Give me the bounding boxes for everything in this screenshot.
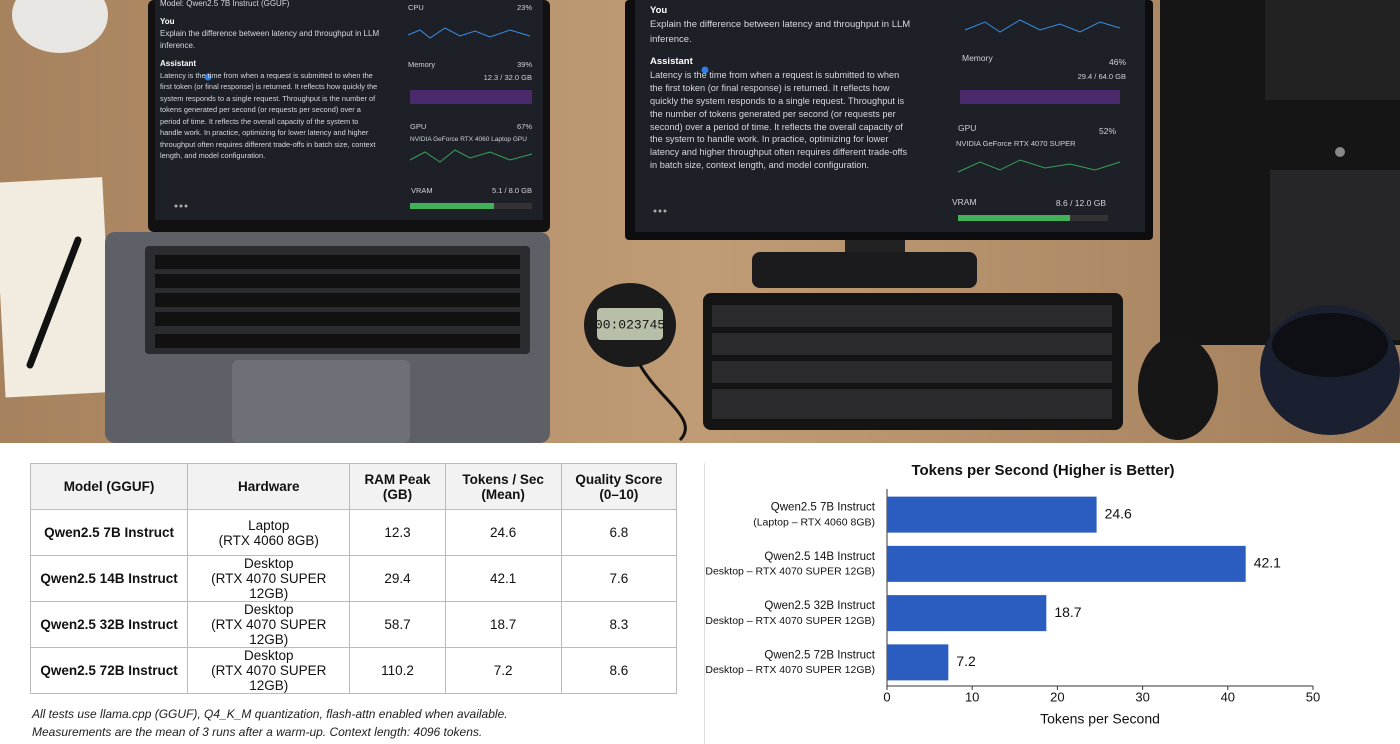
cell: 24.6 <box>444 509 562 556</box>
value-label: 42.1 <box>1254 555 1281 571</box>
question: Explain the difference between latency a… <box>650 19 911 45</box>
results-table: Model (GGUF) Hardware RAM Peak (GB) Tokens … <box>29 463 678 694</box>
table-row: Qwen2.5 14B Instruct Desktop (RTX 4070 SU… <box>29 555 678 602</box>
cell: 7.6 <box>560 555 678 602</box>
header-cell: RAM Peak (GB) <box>349 463 446 510</box>
bar <box>887 496 1097 533</box>
memory-used: 12.3 / 32.0 GB <box>483 73 532 82</box>
desktop-chat: You Explain the difference between laten… <box>650 4 912 172</box>
category-label: Qwen2.5 14B Instruct <box>764 551 875 563</box>
x-tick-label: 0 <box>883 689 890 704</box>
cell: Qwen2.5 7B Instruct <box>29 509 189 556</box>
header-cell: Quality Score (0–10) <box>560 463 678 510</box>
cell: 12.3 <box>349 509 446 556</box>
category-sublabel: (Desktop – RTX 4070 SUPER 12GB) <box>705 664 875 676</box>
model-label: Model: Qwen2.5 7B Instruct (GGUF) <box>160 0 290 8</box>
cell: Qwen2.5 32B Instruct <box>29 601 189 648</box>
table-row: Qwen2.5 32B Instruct Desktop (RTX 4070 SU… <box>29 601 678 648</box>
category-sublabel: (Laptop – RTX 4060 8GB) <box>753 516 875 528</box>
cell: Laptop (RTX 4060 8GB) <box>187 509 351 556</box>
note: All tests use llama.cpp (GGUF), Q4_K_M q… <box>32 707 508 721</box>
header-cell: Hardware <box>187 463 351 510</box>
vram-used: 5.1 / 8.0 GB <box>491 186 532 195</box>
cell: 58.7 <box>349 601 446 648</box>
cpu-label: CPU <box>408 3 424 12</box>
cell: Qwen2.5 72B Instruct <box>29 647 189 694</box>
question: Explain the difference between latency a… <box>160 29 380 50</box>
stopwatch-display: 00:023745 <box>595 317 665 332</box>
x-tick-label: 40 <box>1221 689 1235 704</box>
header-cell: Tokens / Sec (Mean) <box>444 463 562 510</box>
x-tick-label: 20 <box>1050 689 1064 704</box>
cell: 18.7 <box>444 601 562 648</box>
assistant-label: Assistant <box>160 59 197 68</box>
laptop-chat: Model: Qwen2.5 7B Instruct (GGUF) You Ex… <box>160 0 382 162</box>
cell: Qwen2.5 14B Instruct <box>29 555 189 602</box>
category-sublabel: (Desktop – RTX 4070 SUPER 12GB) <box>705 566 875 578</box>
x-axis-label: Tokens per Second <box>1040 711 1160 727</box>
cell: Desktop (RTX 4070 SUPER 12GB) <box>187 647 351 694</box>
memory-pct: 39% <box>516 60 532 69</box>
answer: Latency is the time from when a request … <box>160 71 378 161</box>
desktop-monitor: Memory 46% 29.4 / 64.0 GB GPU 52% NVIDIA… <box>952 0 1126 230</box>
desk-photo: 00:023745 <box>0 0 1400 443</box>
bar <box>887 644 949 681</box>
x-tick-label: 30 <box>1135 689 1149 704</box>
chart: Tokens per Second (Higher is Better) 0 10 2… <box>705 462 1320 727</box>
memory-used: 29.4 / 64.0 GB <box>1077 72 1126 81</box>
gpu-label: GPU <box>958 123 977 133</box>
category-sublabel: (Desktop – RTX 4070 SUPER 12GB) <box>705 615 875 627</box>
cell: 110.2 <box>349 647 446 694</box>
cell: Desktop (RTX 4070 SUPER 12GB) <box>187 601 351 648</box>
divider <box>704 463 705 744</box>
header-cell: Model (GGUF) <box>29 463 189 510</box>
user-label: You <box>650 5 668 16</box>
vram-label: VRAM <box>411 186 433 195</box>
assistant-label: Assistant <box>650 55 693 67</box>
gpu-pct: 67% <box>516 122 532 131</box>
bar <box>887 595 1047 632</box>
table-row: Qwen2.5 72B Instruct Desktop (RTX 4070 SU… <box>29 647 678 694</box>
cell: Desktop (RTX 4070 SUPER 12GB) <box>187 555 351 602</box>
user-label: You <box>160 17 175 26</box>
bar <box>887 545 1246 582</box>
table-row: Qwen2.5 7B Instruct Laptop (RTX 4060 8GB)… <box>29 509 678 556</box>
gpu-label: GPU <box>410 122 427 131</box>
note: Measurements are the mean of 3 runs afte… <box>32 725 483 739</box>
category-label: Qwen2.5 32B Instruct <box>764 600 875 612</box>
value-label: 18.7 <box>1054 604 1081 620</box>
category-label: Qwen2.5 7B Instruct <box>771 502 876 514</box>
laptop-monitor: CPU 23% Memory 39% 12.3 / 32.0 GB GPU 67… <box>408 0 532 220</box>
gpu-pct: 52% <box>1098 126 1116 136</box>
category-label: Qwen2.5 72B Instruct <box>764 649 875 661</box>
memory-label: Memory <box>408 60 436 69</box>
cell: 29.4 <box>349 555 446 602</box>
x-tick-label: 50 <box>1306 689 1320 704</box>
memory-label: Memory <box>962 53 993 63</box>
gpu-name: NVIDIA GeForce RTX 4060 Laptop GPU <box>410 136 527 143</box>
gpu-name: NVIDIA GeForce RTX 4070 SUPER <box>956 139 1076 148</box>
cell: 7.2 <box>444 647 562 694</box>
cell: 8.3 <box>560 601 678 648</box>
cell: 42.1 <box>444 555 562 602</box>
chart-title: Tokens per Second (Higher is Better) <box>911 462 1174 479</box>
memory-pct: 46% <box>1108 57 1126 67</box>
header-row: Model (GGUF) Hardware RAM Peak (GB) Tokens … <box>29 463 678 510</box>
cpu-pct: 23% <box>516 3 532 12</box>
value-label: 7.2 <box>956 653 976 669</box>
answer: Latency is the time from when a request … <box>650 70 908 171</box>
cell: 6.8 <box>560 509 678 556</box>
x-tick-label: 10 <box>965 689 979 704</box>
vram-label: VRAM <box>952 197 977 207</box>
value-label: 24.6 <box>1105 505 1132 521</box>
cell: 8.6 <box>560 647 678 694</box>
vram-used: 8.6 / 12.0 GB <box>1055 198 1106 208</box>
